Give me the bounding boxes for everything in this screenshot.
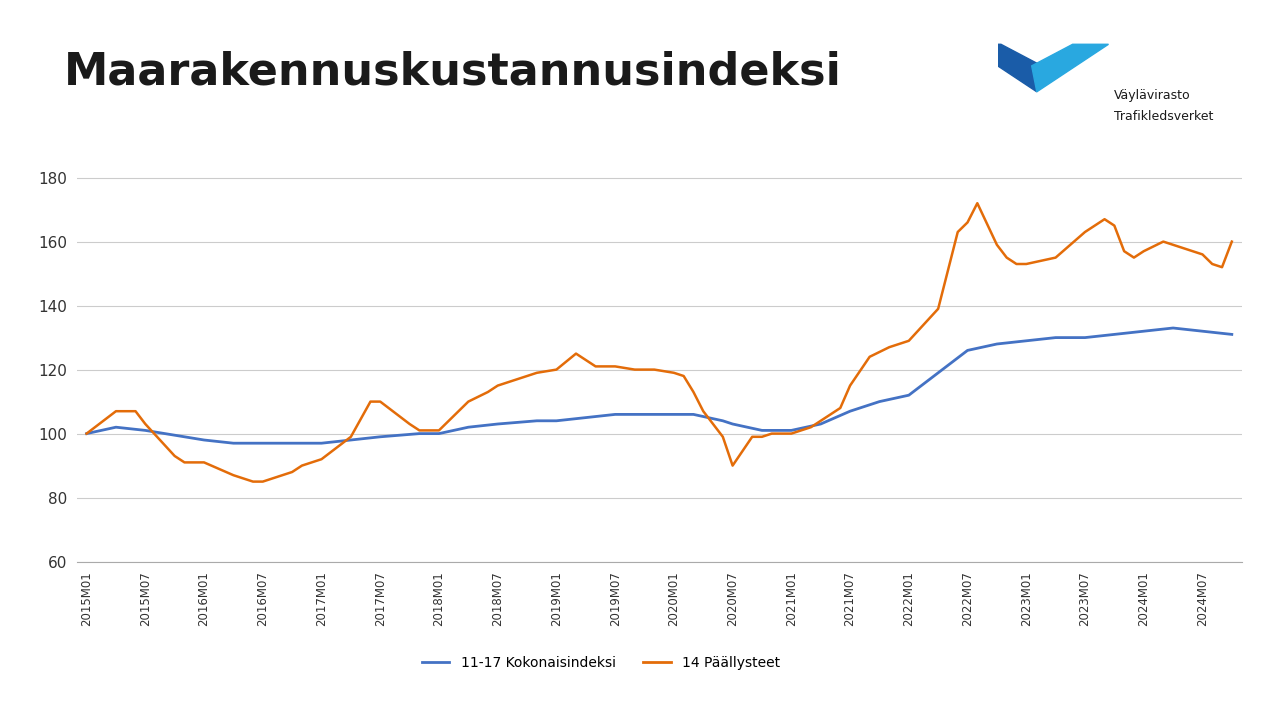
- 11-17 Kokonaisindeksi: [970, 344, 986, 353]
- Line: 14 Päällysteet: 14 Päällysteet: [87, 203, 1231, 482]
- 11-17 Kokonaisindeksi: [1165, 324, 1180, 333]
- 14 Päällysteet: [246, 477, 261, 486]
- 14 Päällysteet: [1224, 238, 1239, 246]
- Text: Väylävirasto: Väylävirasto: [1114, 89, 1190, 102]
- 14 Päällysteet: [979, 220, 995, 228]
- 14 Päällysteet: [206, 462, 221, 471]
- 11-17 Kokonaisindeksi: [206, 437, 221, 446]
- 14 Päällysteet: [882, 343, 897, 351]
- 11-17 Kokonaisindeksi: [324, 438, 339, 446]
- Polygon shape: [965, 44, 1042, 92]
- 11-17 Kokonaisindeksi: [480, 420, 495, 429]
- 11-17 Kokonaisindeksi: [79, 429, 95, 438]
- 11-17 Kokonaisindeksi: [989, 340, 1005, 348]
- 14 Päällysteet: [324, 447, 339, 456]
- Legend: 11-17 Kokonaisindeksi, 14 Päällysteet: 11-17 Kokonaisindeksi, 14 Päällysteet: [416, 650, 786, 675]
- 14 Päällysteet: [970, 199, 986, 207]
- 11-17 Kokonaisindeksi: [1224, 330, 1239, 338]
- 11-17 Kokonaisindeksi: [882, 395, 897, 404]
- Line: 11-17 Kokonaisindeksi: 11-17 Kokonaisindeksi: [87, 328, 1231, 444]
- 11-17 Kokonaisindeksi: [225, 439, 241, 448]
- Text: Maarakennuskustannusindeksi: Maarakennuskustannusindeksi: [64, 50, 842, 94]
- 14 Päällysteet: [480, 387, 495, 396]
- Text: Trafikledsverket: Trafikledsverket: [1114, 110, 1213, 123]
- 14 Päällysteet: [79, 429, 95, 438]
- 14 Päällysteet: [998, 253, 1014, 262]
- Polygon shape: [1032, 44, 1108, 92]
